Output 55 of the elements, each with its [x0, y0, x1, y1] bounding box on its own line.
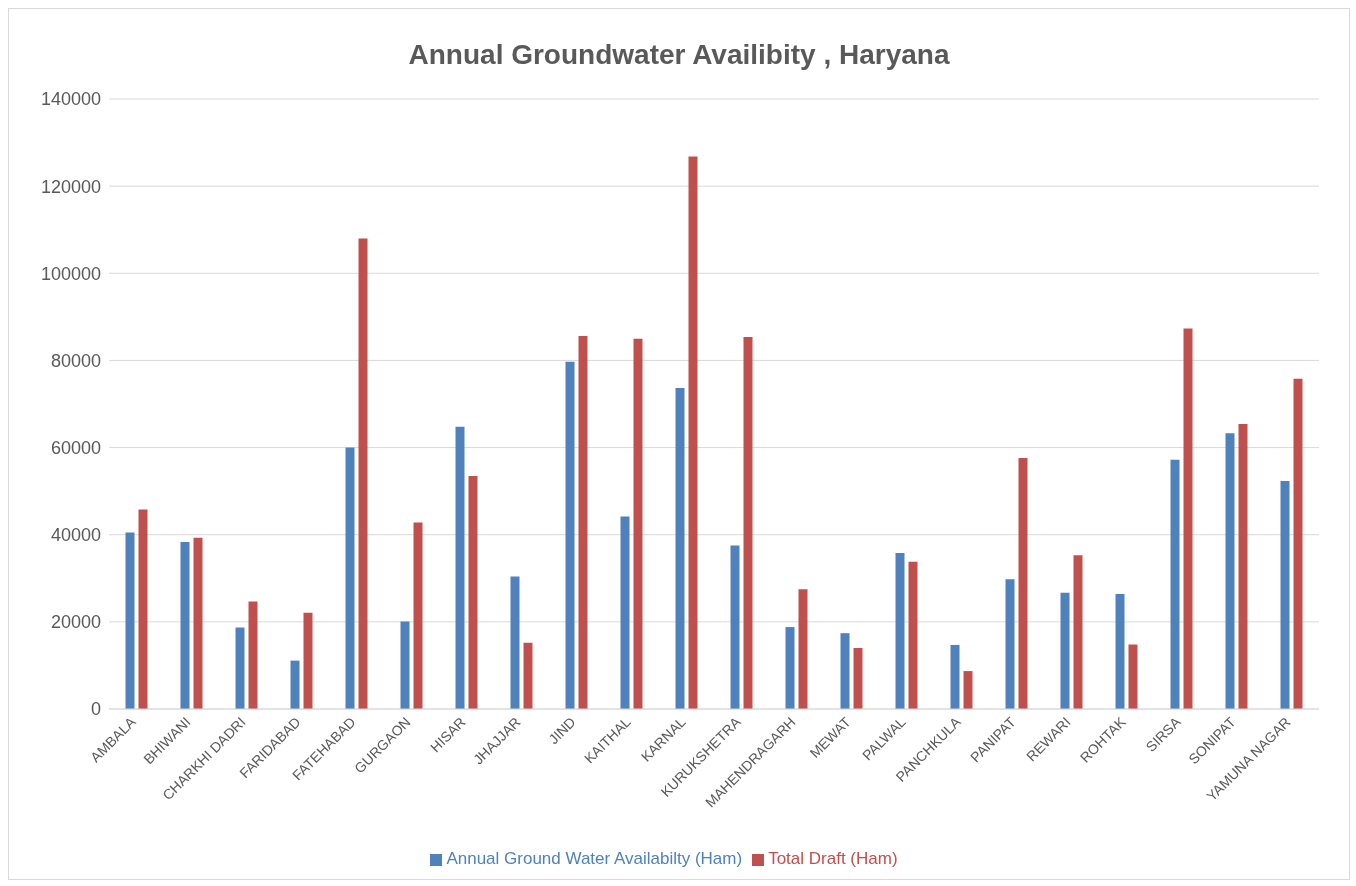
y-tick-label: 20000	[50, 612, 101, 633]
bar	[235, 627, 245, 709]
bar	[1170, 459, 1180, 709]
bar	[688, 156, 698, 709]
bar	[1005, 579, 1015, 709]
bar	[950, 644, 960, 709]
y-tick-label: 120000	[40, 176, 101, 197]
bar	[853, 648, 863, 709]
bar	[138, 509, 148, 709]
bar	[620, 516, 630, 709]
y-tick-label: 60000	[50, 437, 101, 458]
bar	[895, 553, 905, 709]
bar	[303, 612, 313, 709]
y-tick-label: 80000	[50, 350, 101, 371]
bar	[798, 589, 808, 709]
bar	[908, 561, 918, 709]
bar	[1225, 433, 1235, 709]
bar	[578, 336, 588, 709]
bar	[345, 447, 355, 709]
bar	[840, 633, 850, 709]
chart-title: Annual Groundwater Availibity , Haryana	[407, 38, 951, 72]
bar	[675, 387, 685, 709]
y-tick-label: 0	[90, 699, 101, 720]
bar	[523, 642, 533, 709]
bar	[785, 627, 795, 709]
bar	[290, 660, 300, 709]
bar	[510, 576, 520, 709]
bar	[1293, 378, 1303, 709]
bar	[193, 537, 203, 709]
bar	[1018, 458, 1028, 709]
bar	[565, 361, 575, 709]
bar	[743, 336, 753, 709]
bar	[1238, 424, 1248, 709]
y-tick-label: 40000	[50, 525, 101, 546]
legend-label: Total Draft (Ham)	[768, 849, 898, 868]
bar	[730, 545, 740, 709]
bar	[1115, 593, 1125, 709]
bar	[180, 542, 190, 709]
bar	[400, 621, 410, 709]
bar	[633, 338, 643, 709]
bar	[468, 475, 478, 709]
bar	[1060, 592, 1070, 709]
y-tick-label: 100000	[40, 263, 101, 284]
bar	[125, 532, 135, 709]
bar	[455, 426, 465, 709]
bar	[1073, 555, 1083, 709]
bar	[1183, 328, 1193, 709]
y-tick-label: 140000	[40, 89, 101, 110]
bar	[1128, 644, 1138, 709]
legend-label: Annual Ground Water Availabilty (Ham)	[446, 849, 743, 868]
bar	[248, 601, 258, 709]
bar	[358, 238, 368, 709]
bar	[1280, 481, 1290, 709]
bar	[413, 522, 423, 709]
bar	[963, 671, 973, 709]
